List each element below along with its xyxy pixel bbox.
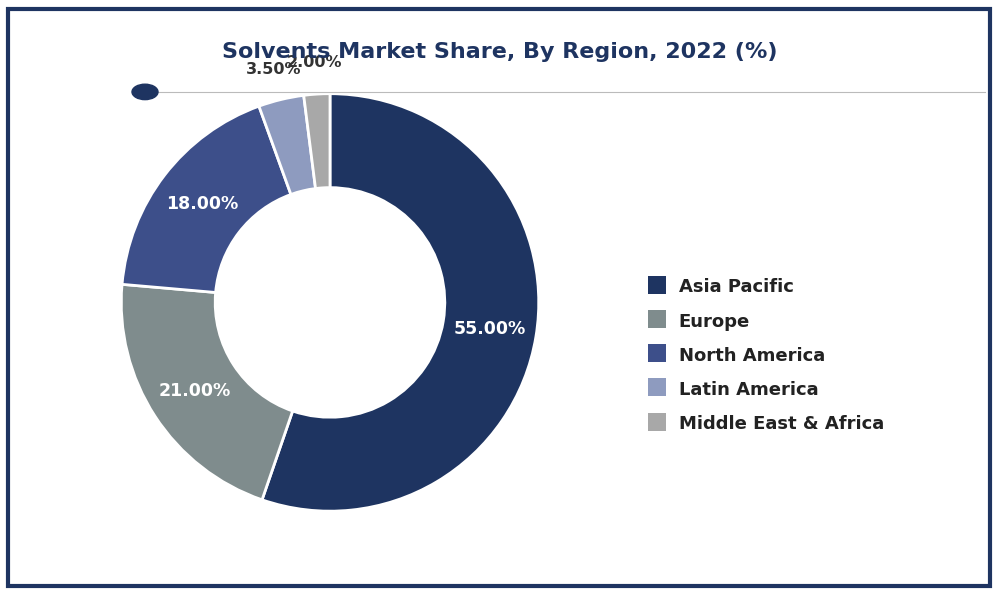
Text: 18.00%: 18.00% [166,195,238,213]
Text: 3.50%: 3.50% [246,62,301,76]
Text: Solvents Market Share, By Region, 2022 (%): Solvents Market Share, By Region, 2022 (… [222,42,778,62]
Text: 55.00%: 55.00% [453,320,526,338]
Wedge shape [262,94,539,511]
Wedge shape [121,284,293,500]
Wedge shape [259,95,316,195]
Text: PRECEDENCE: PRECEDENCE [39,57,106,66]
Legend: Asia Pacific, Europe, North America, Latin America, Middle East & Africa: Asia Pacific, Europe, North America, Lat… [639,269,893,442]
Text: RESEARCH: RESEARCH [46,100,99,109]
Text: 2.00%: 2.00% [287,55,343,71]
Wedge shape [122,106,291,292]
Wedge shape [304,94,330,189]
Text: 21.00%: 21.00% [158,381,230,400]
